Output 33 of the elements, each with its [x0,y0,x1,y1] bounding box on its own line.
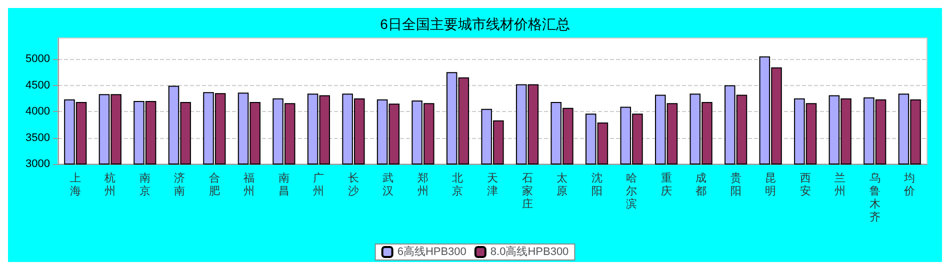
x-tick-label: 太原 [556,172,568,198]
x-tick-label: 合肥 [208,172,220,198]
x-tick-label: 福州 [244,172,255,198]
chart-title: 6日全国主要城市线材价格汇总 [380,16,570,32]
x-tick-label: 贵阳 [730,172,742,198]
x-tick-label: 济南 [174,172,186,198]
x-tick-label: 乌鲁木齐 [869,172,880,224]
x-tick-label: 广州 [313,172,324,198]
x-tick-label: 上海 [70,172,81,198]
x-tick-label: 成都 [696,172,707,198]
x-tick-label: 长沙 [348,172,359,198]
x-tick-label: 武汉 [382,172,394,198]
x-tick-label: 均价 [903,172,916,198]
y-tick-label: 3500 [26,132,50,144]
y-tick-label: 5000 [26,53,50,65]
x-tick-label: 石家庄 [522,172,533,210]
x-tick-label: 郑州 [417,172,428,198]
x-tick-label: 重庆 [660,172,672,198]
y-tick-label: 4000 [26,106,50,118]
legend-label: 6高线HPB300 [397,245,466,258]
x-tick-label: 昆明 [765,172,776,198]
y-tick-label: 3000 [26,158,50,170]
x-tick-label: 天津 [487,172,498,198]
x-tick-label: 北京 [452,172,464,198]
x-tick-label: 哈尔滨 [626,172,638,210]
x-tick-label: 杭州 [104,172,116,198]
legend-label: 8.0高线HPB300 [490,245,569,258]
y-tick-label: 4500 [26,79,50,92]
x-tick-label: 西安 [800,172,811,198]
x-tick-label: 南京 [139,172,150,198]
x-tick-label: 沈阳 [591,172,602,198]
x-tick-label: 兰州 [834,172,846,198]
x-tick-label: 南昌 [278,172,290,198]
